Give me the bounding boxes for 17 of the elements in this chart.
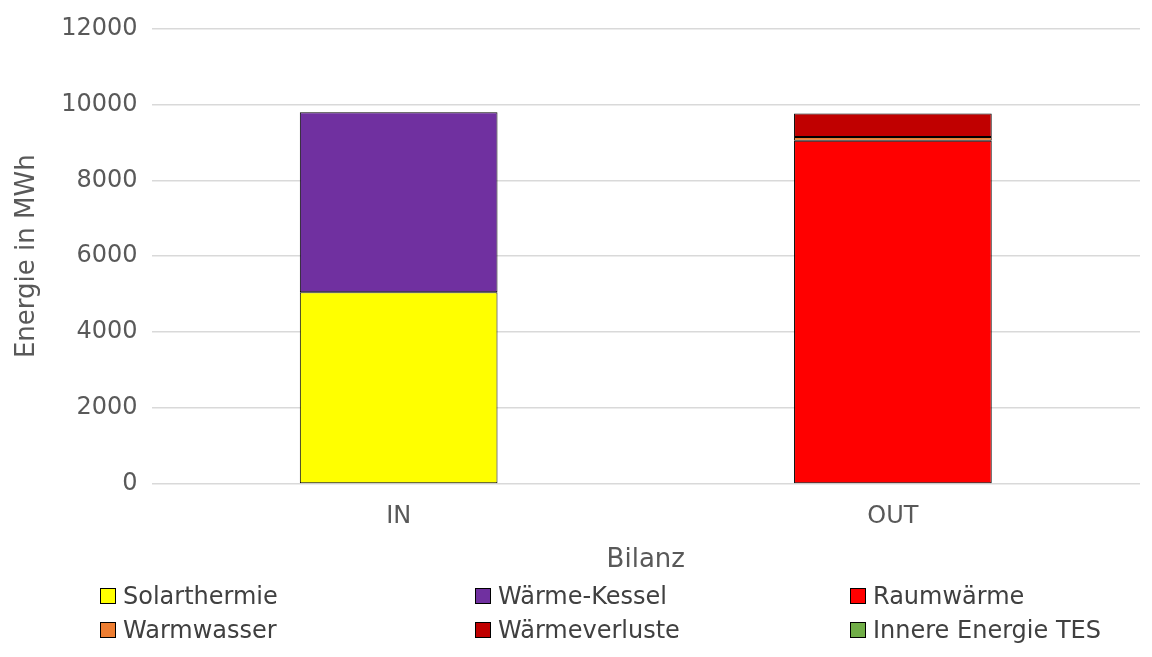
y-tick-label: 8000 bbox=[76, 164, 138, 193]
legend-label: Innere Energie TES bbox=[873, 616, 1101, 644]
legend-label: Raumwärme bbox=[873, 582, 1025, 610]
y-tick-label: 4000 bbox=[76, 316, 138, 345]
y-tick-label: 0 bbox=[122, 468, 138, 497]
legend-label: Warmwasser bbox=[123, 616, 277, 644]
x-axis-title: Bilanz bbox=[606, 543, 685, 574]
y-tick-label: 12000 bbox=[61, 12, 138, 41]
y-axis-title: Energie in MWh bbox=[10, 154, 41, 359]
x-tick-label: IN bbox=[386, 500, 412, 529]
legend-label: Solarthermie bbox=[123, 582, 278, 610]
y-tick-label: 6000 bbox=[76, 240, 138, 269]
y-tick-label: 2000 bbox=[76, 392, 138, 421]
y-tick-label: 10000 bbox=[61, 88, 138, 117]
legend-label: Wärmeverluste bbox=[498, 616, 680, 644]
legend-label: Wärme-Kessel bbox=[498, 582, 667, 610]
x-tick-label: OUT bbox=[867, 500, 919, 529]
